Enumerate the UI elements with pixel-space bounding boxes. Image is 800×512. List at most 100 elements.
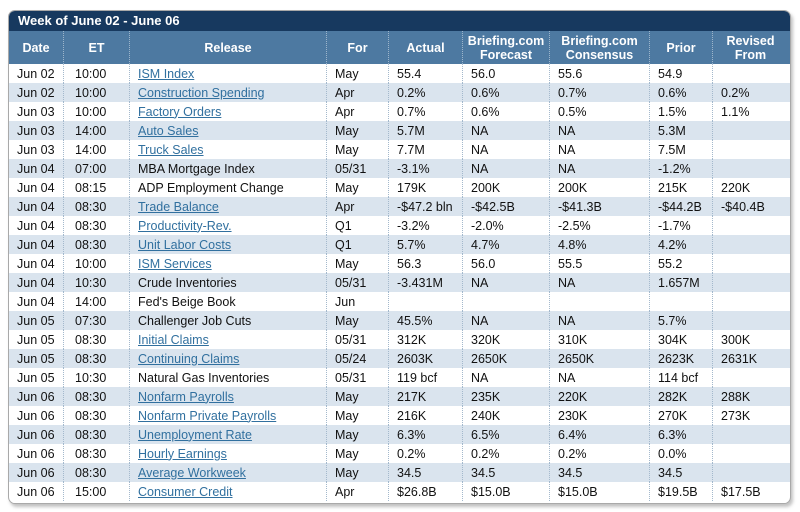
column-header-revised: Revised From bbox=[712, 31, 788, 64]
cell-consensus: 230K bbox=[549, 406, 649, 425]
cell-revised bbox=[712, 368, 788, 387]
release-link[interactable]: Productivity-Rev. bbox=[138, 218, 232, 233]
cell-et: 10:30 bbox=[63, 368, 129, 387]
cell-release: Initial Claims bbox=[129, 330, 326, 349]
release-link[interactable]: ISM Services bbox=[138, 256, 212, 271]
table-footer-spacer bbox=[9, 501, 790, 503]
cell-forecast: 320K bbox=[462, 330, 549, 349]
table-row: Jun 06 15:00 Consumer Credit Apr $26.8B $15.0… bbox=[9, 482, 790, 501]
cell-et: 08:30 bbox=[63, 235, 129, 254]
release-link[interactable]: Unemployment Rate bbox=[138, 427, 252, 442]
cell-release: ISM Index bbox=[129, 64, 326, 83]
cell-actual: 56.3 bbox=[388, 254, 462, 273]
cell-revised bbox=[712, 292, 788, 311]
cell-date: Jun 06 bbox=[17, 446, 55, 461]
cell-forecast: 6.5% bbox=[462, 425, 549, 444]
cell-actual: $26.8B bbox=[388, 482, 462, 501]
cell-for: 05/24 bbox=[326, 349, 388, 368]
cell-et: 08:30 bbox=[63, 425, 129, 444]
cell-forecast: 0.2% bbox=[462, 444, 549, 463]
cell-et: 08:30 bbox=[63, 406, 129, 425]
cell-et: 08:30 bbox=[63, 216, 129, 235]
release-link[interactable]: Hourly Earnings bbox=[138, 446, 227, 461]
release-link[interactable]: Auto Sales bbox=[138, 123, 199, 138]
cell-date: Jun 04 bbox=[17, 275, 55, 290]
cell-prior: 1.657M bbox=[649, 273, 712, 292]
cell-et: 08:30 bbox=[63, 349, 129, 368]
cell-actual: 34.5 bbox=[388, 463, 462, 482]
cell-revised: 300K bbox=[712, 330, 788, 349]
cell-date: Jun 04 bbox=[17, 256, 55, 271]
cell-consensus: $15.0B bbox=[549, 482, 649, 501]
cell-revised: -$40.4B bbox=[712, 197, 788, 216]
cell-date: Jun 04 bbox=[17, 161, 55, 176]
table-row: Jun 04 08:30 Unit Labor Costs Q1 5.7% 4.7% 4.8… bbox=[9, 235, 790, 254]
column-header-release: Release bbox=[129, 31, 326, 64]
cell-prior: 215K bbox=[649, 178, 712, 197]
cell-actual: 45.5% bbox=[388, 311, 462, 330]
cell-prior: -1.7% bbox=[649, 216, 712, 235]
cell-for: Apr bbox=[326, 482, 388, 501]
cell-prior: 55.2 bbox=[649, 254, 712, 273]
cell-release: Productivity-Rev. bbox=[129, 216, 326, 235]
cell-prior: 5.7% bbox=[649, 311, 712, 330]
table-row: Jun 03 10:00 Factory Orders Apr 0.7% 0.6% 0.5%… bbox=[9, 102, 790, 121]
release-link[interactable]: Average Workweek bbox=[138, 465, 246, 480]
header-row: Date ET Release For Actual Briefing.com Forec… bbox=[9, 31, 790, 64]
cell-for: May bbox=[326, 463, 388, 482]
release-link[interactable]: Nonfarm Payrolls bbox=[138, 389, 234, 404]
release-link[interactable]: Continuing Claims bbox=[138, 351, 240, 366]
cell-date: Jun 06 bbox=[17, 484, 55, 499]
cell-et: 10:30 bbox=[63, 273, 129, 292]
release-link[interactable]: Construction Spending bbox=[138, 85, 265, 100]
release-link[interactable]: Trade Balance bbox=[138, 199, 219, 214]
cell-consensus: NA bbox=[549, 121, 649, 140]
cell-release: Challenger Job Cuts bbox=[129, 311, 326, 330]
column-header-date: Date bbox=[22, 40, 50, 55]
cell-et: 10:00 bbox=[63, 254, 129, 273]
cell-actual: -3.431M bbox=[388, 273, 462, 292]
cell-forecast: 34.5 bbox=[462, 463, 549, 482]
cell-actual: 0.2% bbox=[388, 83, 462, 102]
release-link[interactable]: ISM Index bbox=[138, 66, 195, 81]
cell-actual: 5.7% bbox=[388, 235, 462, 254]
release-link[interactable]: Nonfarm Private Payrolls bbox=[138, 408, 277, 423]
release-link[interactable]: Consumer Credit bbox=[138, 484, 233, 499]
release-link[interactable]: Unit Labor Costs bbox=[138, 237, 232, 252]
cell-et: 08:30 bbox=[63, 444, 129, 463]
cell-release: Auto Sales bbox=[129, 121, 326, 140]
cell-actual: 119 bcf bbox=[388, 368, 462, 387]
cell-consensus: 220K bbox=[549, 387, 649, 406]
cell-forecast: 0.6% bbox=[462, 102, 549, 121]
cell-consensus: NA bbox=[549, 368, 649, 387]
cell-consensus: 0.2% bbox=[549, 444, 649, 463]
cell-prior: 54.9 bbox=[649, 64, 712, 83]
cell-consensus: 6.4% bbox=[549, 425, 649, 444]
cell-et: 14:00 bbox=[63, 292, 129, 311]
column-header-consensus: Briefing.com Consensus bbox=[549, 31, 649, 64]
cell-actual: 312K bbox=[388, 330, 462, 349]
cell-consensus: NA bbox=[549, 159, 649, 178]
cell-actual: 7.7M bbox=[388, 140, 462, 159]
release-link[interactable]: Initial Claims bbox=[138, 332, 209, 347]
cell-prior: 34.5 bbox=[649, 463, 712, 482]
cell-consensus: 4.8% bbox=[549, 235, 649, 254]
cell-actual: -3.2% bbox=[388, 216, 462, 235]
cell-date: Jun 06 bbox=[17, 465, 55, 480]
cell-release: Nonfarm Payrolls bbox=[129, 387, 326, 406]
cell-forecast: NA bbox=[462, 121, 549, 140]
release-link[interactable]: Factory Orders bbox=[138, 104, 222, 119]
cell-date: Jun 05 bbox=[17, 351, 55, 366]
cell-date: Jun 05 bbox=[17, 313, 55, 328]
cell-consensus: 0.7% bbox=[549, 83, 649, 102]
cell-actual: 216K bbox=[388, 406, 462, 425]
cell-revised bbox=[712, 159, 788, 178]
column-header-et: ET bbox=[63, 31, 129, 64]
release-link[interactable]: Truck Sales bbox=[138, 142, 204, 157]
table-body: Jun 02 10:00 ISM Index May 55.4 56.0 55.6 54.9 J… bbox=[9, 64, 790, 501]
cell-et: 14:00 bbox=[63, 121, 129, 140]
cell-revised: 1.1% bbox=[712, 102, 788, 121]
cell-consensus: 310K bbox=[549, 330, 649, 349]
cell-for: May bbox=[326, 387, 388, 406]
cell-forecast: NA bbox=[462, 368, 549, 387]
